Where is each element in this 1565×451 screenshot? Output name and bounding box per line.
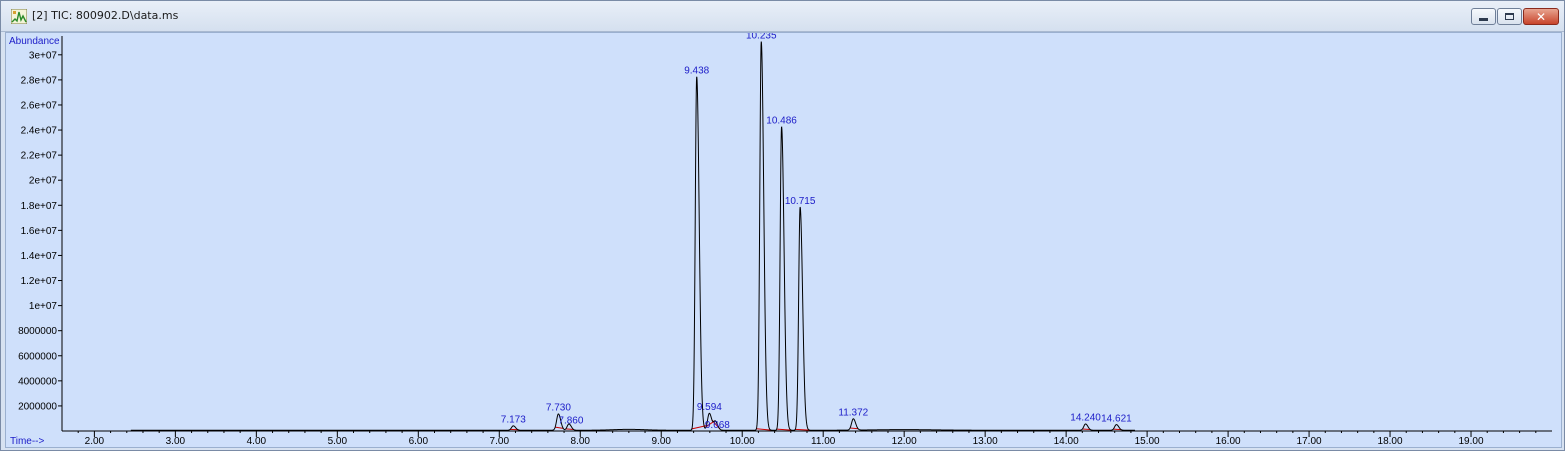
peak-label: 9.438	[684, 65, 709, 76]
x-tick-label: 8.00	[571, 436, 591, 447]
y-tick-label: 1e+07	[29, 301, 58, 312]
window-titlebar[interactable]: [2] TIC: 800902.D\data.ms ✕	[1, 1, 1564, 32]
x-tick-label: 11.00	[811, 436, 836, 447]
x-tick-label: 12.00	[892, 436, 917, 447]
minimize-button[interactable]	[1471, 8, 1496, 25]
x-tick-label: 9.00	[652, 436, 672, 447]
y-tick-label: 6000000	[18, 351, 57, 362]
y-tick-label: 3e+07	[29, 50, 58, 61]
x-tick-label: 16.00	[1216, 436, 1241, 447]
y-tick-label: 2.4e+07	[21, 126, 58, 137]
x-tick-label: 3.00	[166, 436, 186, 447]
x-tick-label: 14.00	[1054, 436, 1079, 447]
maximize-icon	[1505, 13, 1514, 20]
x-tick-label: 15.00	[1135, 436, 1160, 447]
maximize-button[interactable]	[1497, 8, 1522, 25]
x-tick-label: 17.00	[1297, 436, 1322, 447]
peak-label: 10.235	[746, 33, 777, 41]
chromatogram-window-icon[interactable]	[11, 9, 27, 24]
y-tick-label: 8000000	[18, 326, 57, 337]
x-tick-label: 6.00	[409, 436, 429, 447]
y-tick-label: 2.8e+07	[21, 75, 58, 86]
peak-baseline	[565, 428, 574, 431]
peak-label: 9.594	[697, 402, 722, 413]
y-tick-label: 2.6e+07	[21, 100, 58, 111]
close-button[interactable]: ✕	[1523, 8, 1559, 25]
x-tick-label: 5.00	[328, 436, 348, 447]
y-tick-label: 1.4e+07	[21, 251, 58, 262]
x-tick-label: 19.00	[1459, 436, 1484, 447]
y-tick-label: 1.2e+07	[21, 276, 58, 287]
peak-baseline	[850, 427, 859, 430]
minimize-icon	[1479, 18, 1488, 21]
peak-baseline	[756, 428, 772, 431]
x-axis-label: Time-->	[10, 436, 45, 447]
y-tick-label: 1.8e+07	[21, 201, 58, 212]
peak-label: 14.621	[1101, 413, 1132, 424]
x-tick-label: 10.00	[730, 436, 755, 447]
y-tick-label: 1.6e+07	[21, 226, 58, 237]
peak-baseline	[555, 426, 564, 429]
peak-label: 10.486	[766, 116, 797, 127]
window-title: [2] TIC: 800902.D\data.ms	[32, 9, 179, 22]
peak-label: 11.372	[838, 408, 868, 419]
peak-baseline	[776, 428, 792, 431]
peak-label: 9.668	[705, 420, 730, 431]
y-tick-label: 2000000	[18, 401, 57, 412]
chromatogram-chart: 2000000 4000000 6000000 8000000 1e+07 1.2e+07…	[9, 33, 1552, 447]
x-axis-ticks: 2.00 3.00 4.00 5.00 6.00 7.00 8.00 9.00 10.00 11.…	[77, 431, 1537, 447]
y-tick-label: 2e+07	[29, 176, 58, 187]
x-tick-label: 7.00	[490, 436, 510, 447]
tic-trace	[130, 41, 1135, 431]
integration-baselines	[510, 419, 1122, 431]
y-tick-label: 2.2e+07	[21, 151, 58, 162]
peak-baseline	[1082, 428, 1091, 431]
x-tick-label: 13.00	[973, 436, 998, 447]
peak-label: 7.730	[546, 403, 571, 414]
peak-label: 7.860	[558, 416, 583, 427]
close-icon: ✕	[1535, 9, 1547, 24]
peak-label: 10.715	[785, 196, 816, 207]
x-tick-label: 4.00	[247, 436, 267, 447]
y-tick-label: 4000000	[18, 376, 57, 387]
y-axis-ticks: 2000000 4000000 6000000 8000000 1e+07 1.2e+07…	[18, 50, 62, 412]
x-tick-label: 2.00	[85, 436, 105, 447]
peak-labels: 7.173 7.730 7.860 9.438 9.594 9.668 10.235 10.4…	[501, 33, 1132, 431]
chromatogram-plot[interactable]: 2000000 4000000 6000000 8000000 1e+07 1.2e+07…	[5, 32, 1562, 448]
peak-baseline	[795, 428, 810, 431]
y-axis-label: Abundance	[9, 36, 60, 47]
peak-label: 7.173	[501, 415, 526, 426]
peak-label: 14.240	[1070, 413, 1101, 424]
x-tick-label: 18.00	[1378, 436, 1403, 447]
